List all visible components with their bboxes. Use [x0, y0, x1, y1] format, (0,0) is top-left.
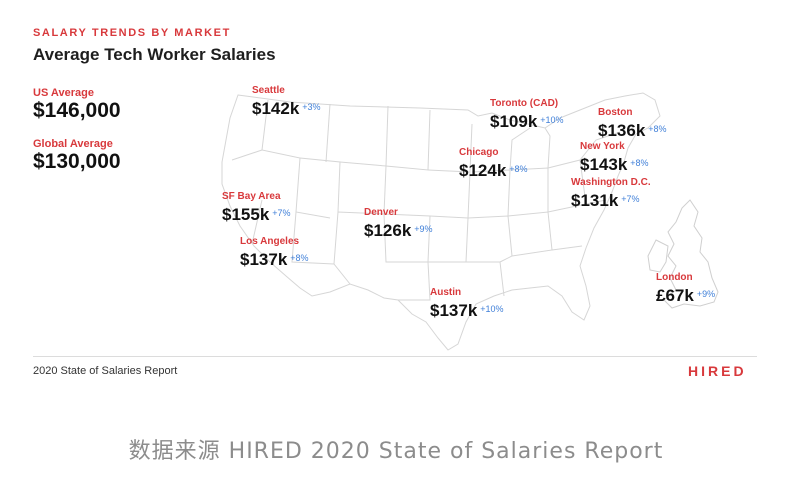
global-average-label: Global Average [33, 138, 113, 150]
market-salary: £67k [656, 286, 694, 305]
market-chicago: Chicago $124k +8% [459, 147, 528, 182]
market-change: +10% [540, 115, 564, 125]
market-new-york: New York $143k +8% [580, 141, 649, 176]
market-salary: $126k [364, 221, 412, 240]
market-salary: $136k [598, 121, 646, 140]
market-change: +8% [290, 253, 309, 263]
market-change: +8% [648, 124, 667, 134]
us-average-value: $146,000 [33, 99, 121, 122]
market-change: +9% [414, 224, 433, 234]
market-salary: $131k [571, 191, 619, 210]
market-name: Los Angeles [240, 236, 300, 247]
market-change: +3% [302, 102, 321, 112]
ireland-outline [647, 239, 669, 273]
report-name: 2020 State of Salaries Report [33, 365, 178, 377]
market-change: +7% [621, 194, 640, 204]
market-change: +8% [630, 158, 649, 168]
market-name: Toronto (CAD) [490, 98, 559, 109]
market-salary: $155k [222, 205, 270, 224]
market-name: Seattle [252, 85, 285, 96]
market-change: +8% [509, 164, 528, 174]
us-uk-outline-map [221, 92, 719, 351]
market-boston: Boston $136k +8% [598, 107, 667, 142]
market-change: +10% [480, 304, 504, 314]
market-austin: Austin $137k +10% [430, 287, 504, 322]
hired-logo: HIRED [688, 363, 747, 379]
market-salary: $124k [459, 161, 507, 180]
market-name: London [656, 272, 693, 283]
market-name: Austin [430, 287, 462, 298]
uk-outline [663, 199, 719, 309]
market-change: +9% [696, 289, 716, 299]
footer-divider [33, 356, 757, 357]
market-salary: $137k [240, 250, 288, 269]
market-name: Boston [598, 107, 633, 118]
market-name: Denver [364, 207, 398, 218]
infographic-card: SALARY TRENDS BY MARKET Average Tech Wor… [33, 27, 757, 379]
market-denver: Denver $126k +9% [364, 207, 433, 242]
market-name: SF Bay Area [222, 191, 281, 202]
market-london: London £67k +9% [656, 272, 715, 307]
market-name: Chicago [459, 147, 499, 158]
us-outline [221, 92, 661, 351]
source-caption: 数据来源 HIRED 2020 State of Salaries Report [128, 439, 664, 464]
kicker: SALARY TRENDS BY MARKET [33, 27, 231, 39]
market-sf-bay-area: SF Bay Area $155k +7% [222, 191, 291, 226]
page-title: Average Tech Worker Salaries [33, 45, 276, 64]
global-average-value: $130,000 [33, 150, 121, 173]
us-average-label: US Average [33, 87, 94, 99]
market-salary: $143k [580, 155, 628, 174]
market-salary: $109k [490, 112, 538, 131]
market-los-angeles: Los Angeles $137k +8% [240, 236, 309, 271]
market-seattle: Seattle $142k +3% [252, 85, 321, 120]
market-washington-dc: Washington D.C. $131k +7% [571, 177, 651, 212]
market-name: Washington D.C. [571, 177, 651, 188]
market-salary: $137k [430, 301, 478, 320]
market-change: +7% [272, 208, 291, 218]
market-toronto: Toronto (CAD) $109k +10% [490, 98, 564, 133]
market-salary: $142k [252, 99, 300, 118]
market-name: New York [580, 141, 625, 152]
